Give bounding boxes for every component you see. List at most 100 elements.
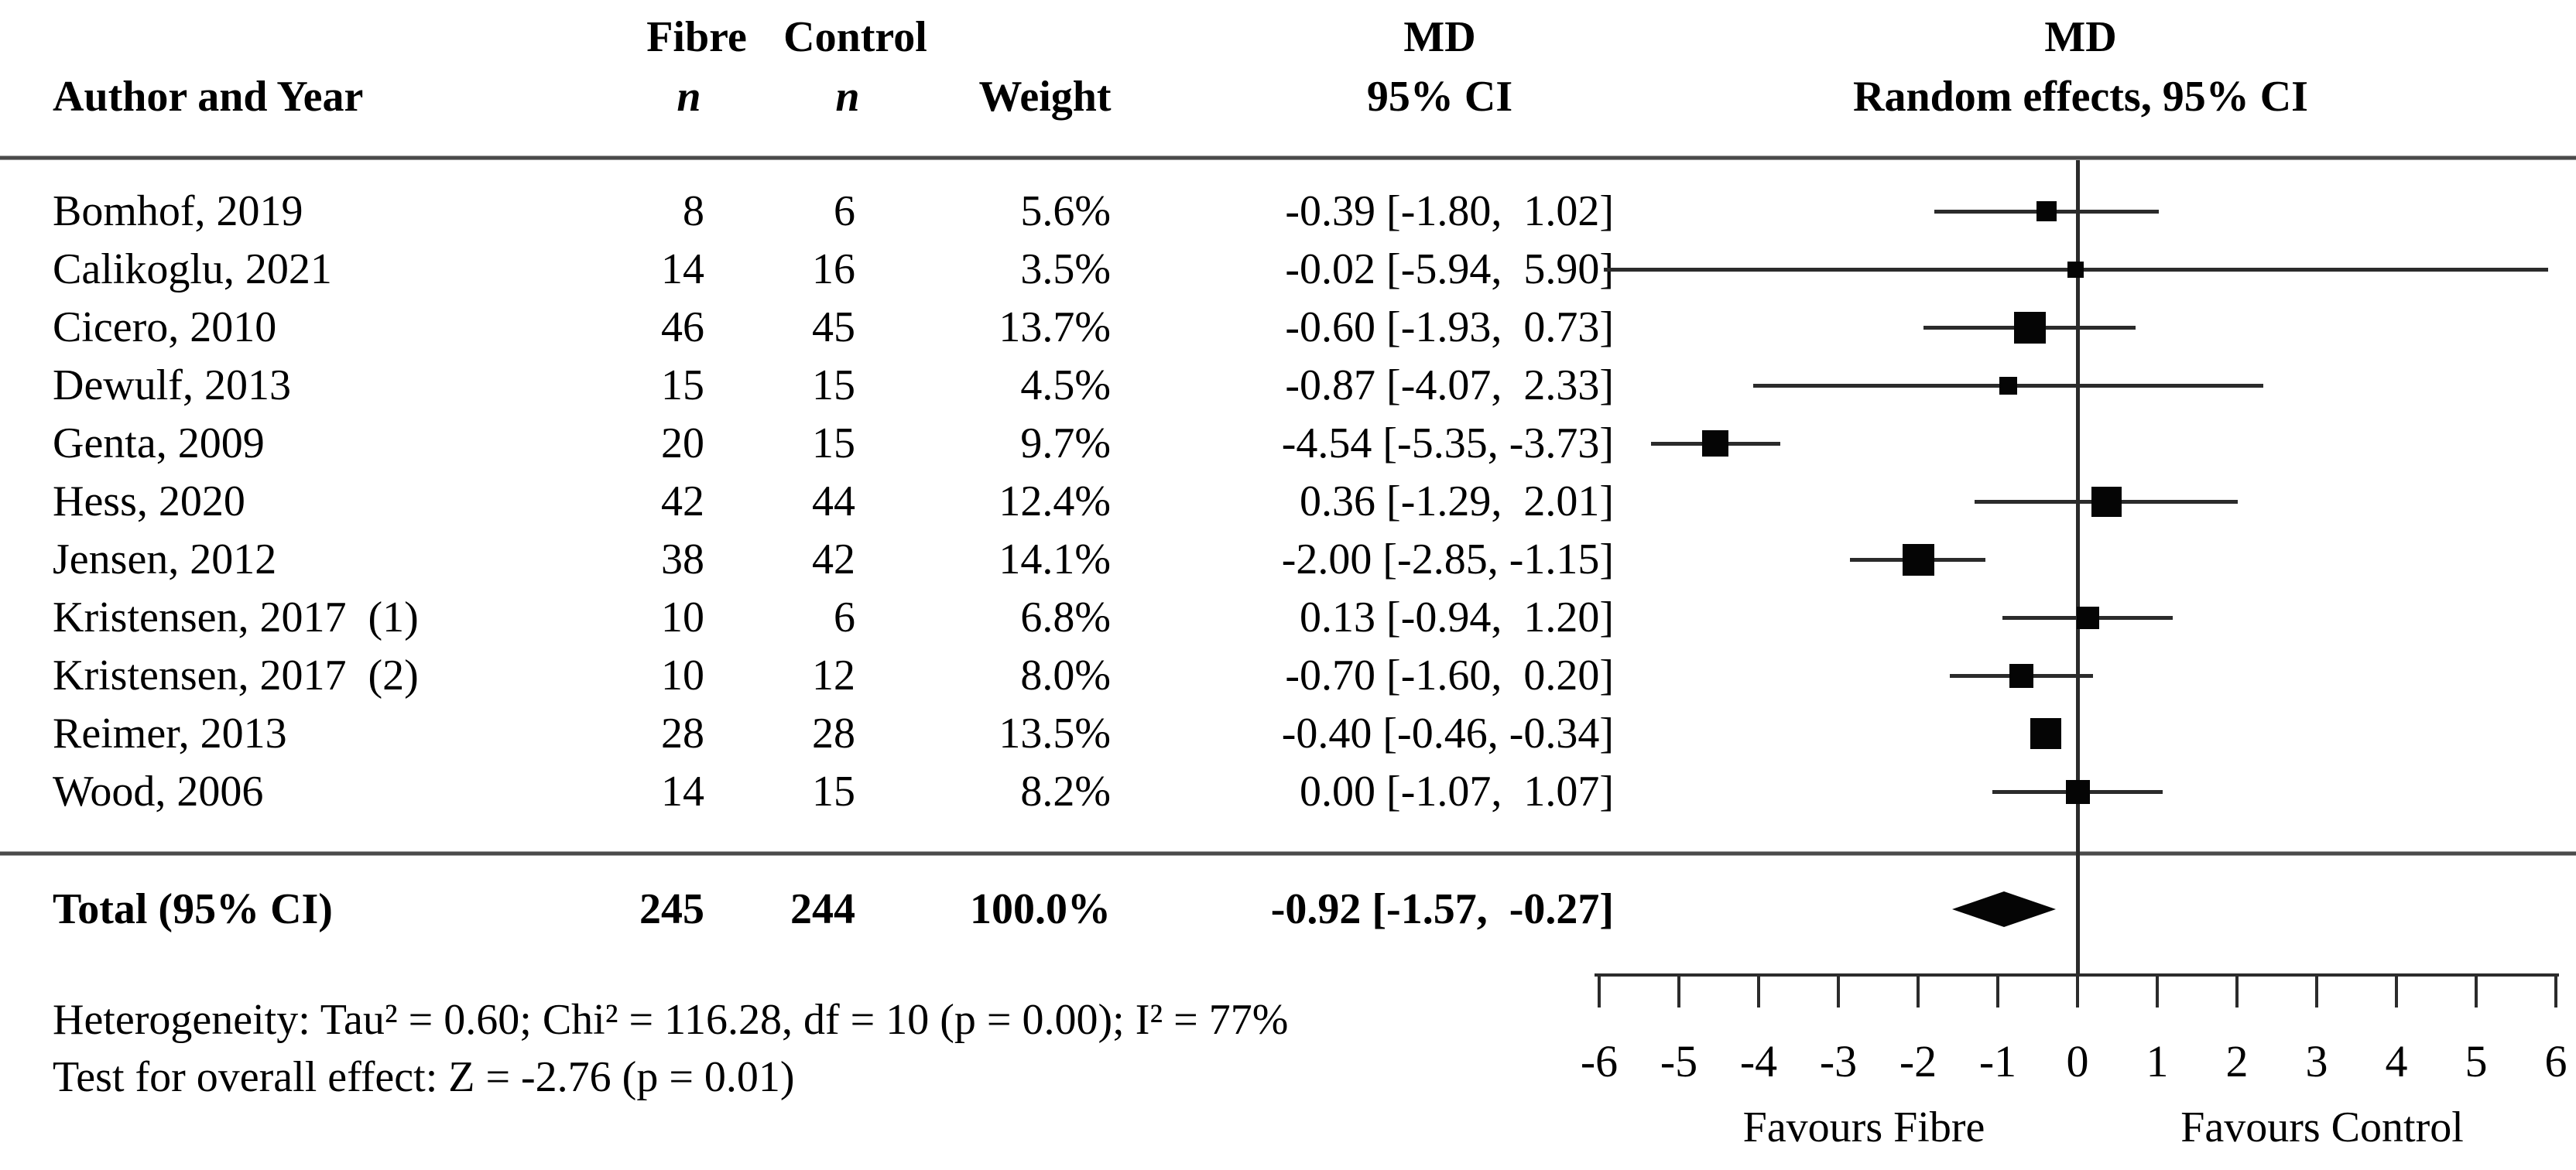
study-weight: 8.2% bbox=[1020, 768, 1111, 816]
study-md-ci: -0.60 [-1.93, 0.73] bbox=[1285, 303, 1614, 351]
study-n-fibre: 10 bbox=[661, 652, 704, 700]
study-md-ci: -4.54 [-5.35, -3.73] bbox=[1281, 419, 1614, 467]
study-weight: 4.5% bbox=[1020, 361, 1111, 409]
header-divider bbox=[0, 156, 2576, 160]
axis-tick bbox=[2076, 973, 2079, 1008]
study-n-fibre: 20 bbox=[661, 419, 704, 467]
effect-square bbox=[1999, 377, 2017, 395]
study-weight: 13.5% bbox=[999, 710, 1111, 758]
axis-tick-label: -4 bbox=[1739, 1036, 1778, 1086]
effect-square bbox=[2030, 718, 2061, 749]
axis-tick bbox=[1757, 973, 1760, 1008]
study-author: Dewulf, 2013 bbox=[53, 361, 291, 409]
study-md-ci: -0.87 [-4.07, 2.33] bbox=[1285, 361, 1614, 409]
effect-square bbox=[2077, 607, 2099, 629]
study-n-fibre: 28 bbox=[661, 710, 704, 758]
header-group-control: Control bbox=[783, 13, 927, 61]
study-n-control: 15 bbox=[812, 361, 855, 409]
study-author: Kristensen, 2017 (1) bbox=[53, 594, 419, 641]
axis-tick-label: -6 bbox=[1580, 1036, 1619, 1086]
study-n-control: 42 bbox=[812, 535, 855, 583]
axis-tick-label: 3 bbox=[2305, 1036, 2328, 1086]
axis-tick-label: 2 bbox=[2225, 1036, 2249, 1086]
effect-square bbox=[2014, 312, 2046, 344]
effect-square bbox=[2036, 201, 2057, 221]
study-n-control: 6 bbox=[834, 594, 855, 641]
study-weight: 9.7% bbox=[1020, 419, 1111, 467]
study-n-fibre: 42 bbox=[661, 477, 704, 525]
header-re-effect: MD bbox=[2044, 13, 2117, 61]
pooled-effect-diamond bbox=[1952, 891, 2056, 927]
study-n-control: 44 bbox=[812, 477, 855, 525]
effect-square bbox=[1702, 430, 1728, 457]
study-n-control: 15 bbox=[812, 768, 855, 816]
axis-tick bbox=[2156, 973, 2159, 1008]
study-md-ci: -2.00 [-2.85, -1.15] bbox=[1281, 535, 1614, 583]
axis-tick bbox=[1837, 973, 1840, 1008]
axis-tick bbox=[1677, 973, 1680, 1008]
study-n-fibre: 10 bbox=[661, 594, 704, 641]
header-md-ci: 95% CI bbox=[1366, 73, 1513, 121]
study-weight: 13.7% bbox=[999, 303, 1111, 351]
study-md-ci: 0.36 [-1.29, 2.01] bbox=[1300, 477, 1614, 525]
study-n-fibre: 8 bbox=[683, 187, 704, 235]
axis-tick bbox=[2475, 973, 2478, 1008]
study-n-fibre: 46 bbox=[661, 303, 704, 351]
study-weight: 8.0% bbox=[1020, 652, 1111, 700]
effect-square bbox=[2091, 487, 2122, 517]
study-n-control: 28 bbox=[812, 710, 855, 758]
header-group-fibre: Fibre bbox=[646, 13, 747, 61]
study-weight: 3.5% bbox=[1020, 245, 1111, 293]
total-weight: 100.0% bbox=[970, 885, 1111, 933]
axis-tick bbox=[2554, 973, 2557, 1008]
header-n-control: n bbox=[835, 73, 860, 121]
study-weight: 12.4% bbox=[999, 477, 1111, 525]
study-n-fibre: 14 bbox=[661, 768, 704, 816]
study-n-control: 12 bbox=[812, 652, 855, 700]
header-re-ci: Random effects, 95% CI bbox=[1853, 73, 2308, 121]
total-md-ci: -0.92 [-1.57, -0.27] bbox=[1270, 885, 1614, 933]
study-author: Jensen, 2012 bbox=[53, 535, 277, 583]
study-n-control: 16 bbox=[812, 245, 855, 293]
study-n-fibre: 15 bbox=[661, 361, 704, 409]
total-divider bbox=[0, 851, 2576, 856]
axis-tick-label: -2 bbox=[1899, 1036, 1937, 1086]
study-n-control: 6 bbox=[834, 187, 855, 235]
study-md-ci: 0.00 [-1.07, 1.07] bbox=[1300, 768, 1614, 816]
study-author: Calikoglu, 2021 bbox=[53, 245, 332, 293]
study-n-control: 15 bbox=[812, 419, 855, 467]
study-md-ci: -0.70 [-1.60, 0.20] bbox=[1285, 652, 1614, 700]
axis-tick-label: 0 bbox=[2066, 1036, 2089, 1086]
overall-effect-note: Test for overall effect: Z = -2.76 (p = … bbox=[53, 1053, 795, 1101]
total-n-control: 244 bbox=[790, 885, 855, 933]
zero-effect-line bbox=[2076, 160, 2080, 975]
effect-square bbox=[2009, 664, 2033, 688]
study-author: Cicero, 2010 bbox=[53, 303, 277, 351]
study-md-ci: -0.39 [-1.80, 1.02] bbox=[1285, 187, 1614, 235]
axis-tick-label: -3 bbox=[1819, 1036, 1858, 1086]
header-n-fibre: n bbox=[677, 73, 701, 121]
study-author: Bomhof, 2019 bbox=[53, 187, 303, 235]
study-n-control: 45 bbox=[812, 303, 855, 351]
total-n-fibre: 245 bbox=[639, 885, 704, 933]
study-author: Hess, 2020 bbox=[53, 477, 245, 525]
study-weight: 14.1% bbox=[999, 535, 1111, 583]
study-n-fibre: 14 bbox=[661, 245, 704, 293]
study-n-fibre: 38 bbox=[661, 535, 704, 583]
axis-tick-label: 5 bbox=[2465, 1036, 2488, 1086]
axis-tick-label: 6 bbox=[2544, 1036, 2567, 1086]
study-author: Wood, 2006 bbox=[53, 768, 264, 816]
axis-tick-label: 1 bbox=[2146, 1036, 2169, 1086]
effect-square bbox=[2066, 780, 2090, 804]
header-author: Author and Year bbox=[53, 73, 364, 121]
axis-tick-label: -5 bbox=[1660, 1036, 1698, 1086]
study-weight: 5.6% bbox=[1020, 187, 1111, 235]
study-md-ci: -0.40 [-0.46, -0.34] bbox=[1281, 710, 1614, 758]
axis-tick bbox=[1996, 973, 1999, 1008]
header-weight: Weight bbox=[978, 73, 1112, 121]
study-author: Genta, 2009 bbox=[53, 419, 265, 467]
total-label: Total (95% CI) bbox=[53, 885, 333, 933]
heterogeneity-note: Heterogeneity: Tau² = 0.60; Chi² = 116.2… bbox=[53, 996, 1289, 1044]
header-md-effect: MD bbox=[1403, 13, 1476, 61]
